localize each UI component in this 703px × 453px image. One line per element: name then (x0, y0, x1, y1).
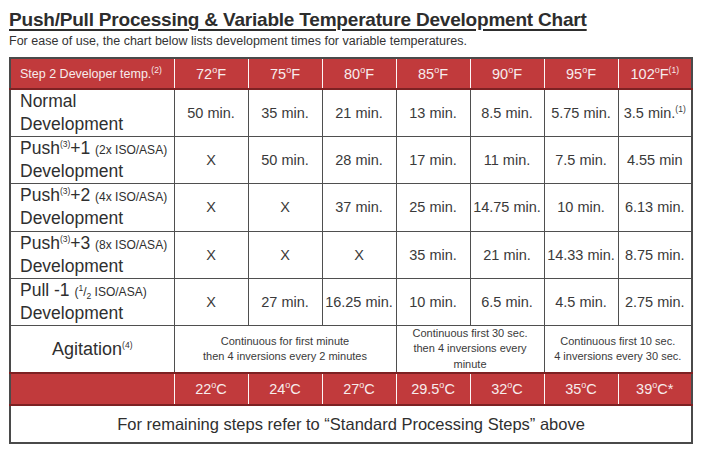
time-cell-normal-development-3: 13 min. (396, 89, 470, 137)
time-cell-push-plus-2-development-0: X (174, 184, 248, 231)
time-cell-push-plus-3-development-3: 35 min. (396, 231, 470, 278)
header-row: Step 2 Developer temp.(2)72oF75oF80oF85o… (10, 58, 692, 89)
agitation-row: Agitation(4)Continuous for first minutet… (10, 325, 692, 373)
celsius-cell-6: 39oC* (618, 373, 692, 405)
celsius-cell-2: 27oC (322, 373, 396, 405)
header-temp-f-1: 75oF (248, 58, 322, 89)
row-pull-minus-1-development: Pull -1 (1/2 ISO/ASA)DevelopmentX27 min.… (10, 278, 692, 325)
agitation-group-1: Continuous first 30 sec.then 4 inversion… (396, 325, 544, 373)
time-cell-push-plus-2-development-1: X (248, 184, 322, 231)
time-cell-push-plus-3-development-6: 8.75 min. (618, 231, 692, 278)
time-cell-pull-minus-1-development-4: 6.5 min. (470, 278, 544, 325)
header-temp-f-0: 72oF (174, 58, 248, 89)
development-chart-table: Step 2 Developer temp.(2)72oF75oF80oF85o… (9, 57, 693, 444)
celsius-empty-cell (10, 373, 174, 405)
header-developer-temp-label: Step 2 Developer temp.(2) (10, 58, 174, 89)
time-cell-pull-minus-1-development-2: 16.25 min. (322, 278, 396, 325)
celsius-cell-4: 32oC (470, 373, 544, 405)
time-cell-push-plus-3-development-4: 21 min. (470, 231, 544, 278)
celsius-row: 22oC24oC27oC29.5oC32oC35oC39oC* (10, 373, 692, 405)
time-cell-push-plus-3-development-2: X (322, 231, 396, 278)
celsius-cell-1: 24oC (248, 373, 322, 405)
row-push-plus-3-development: Push(3)+3 (8x ISO/ASA)DevelopmentXXX35 m… (10, 231, 692, 278)
time-cell-normal-development-4: 8.5 min. (470, 89, 544, 137)
page-title: Push/Pull Processing & Variable Temperat… (9, 9, 587, 31)
row-label-push-plus-3-development: Push(3)+3 (8x ISO/ASA)Development (10, 231, 174, 278)
time-cell-push-plus-2-development-5: 10 min. (544, 184, 618, 231)
row-normal-development: NormalDevelopment50 min.35 min.21 min.13… (10, 89, 692, 137)
row-label-push-plus-2-development: Push(3)+2 (4x ISO/ASA)Development (10, 184, 174, 231)
page-subtitle: For ease of use, the chart below lists d… (9, 34, 693, 48)
celsius-cell-0: 22oC (174, 373, 248, 405)
time-cell-push-plus-1-development-0: X (174, 137, 248, 184)
row-label-normal-development: NormalDevelopment (10, 89, 174, 137)
row-push-plus-2-development: Push(3)+2 (4x ISO/ASA)DevelopmentXX37 mi… (10, 184, 692, 231)
celsius-cell-5: 35oC (544, 373, 618, 405)
agitation-label: Agitation(4) (10, 325, 174, 373)
time-cell-pull-minus-1-development-6: 2.75 min. (618, 278, 692, 325)
time-cell-push-plus-2-development-6: 6.13 min. (618, 184, 692, 231)
time-cell-push-plus-1-development-4: 11 min. (470, 137, 544, 184)
time-cell-normal-development-6: 3.5 min.(1) (618, 89, 692, 137)
time-cell-push-plus-3-development-0: X (174, 231, 248, 278)
time-cell-push-plus-2-development-4: 14.75 min. (470, 184, 544, 231)
row-push-plus-1-development: Push(3)+1 (2x ISO/ASA)DevelopmentX50 min… (10, 137, 692, 184)
header-temp-f-6: 102oF(1) (618, 58, 692, 89)
row-label-pull-minus-1-development: Pull -1 (1/2 ISO/ASA)Development (10, 278, 174, 325)
agitation-group-2: Continuous first 10 sec.4 inversions eve… (544, 325, 692, 373)
document-page: Push/Pull Processing & Variable Temperat… (0, 0, 703, 444)
time-cell-normal-development-5: 5.75 min. (544, 89, 618, 137)
time-cell-normal-development-0: 50 min. (174, 89, 248, 137)
time-cell-push-plus-3-development-1: X (248, 231, 322, 278)
footer-note: For remaining steps refer to “Standard P… (10, 405, 692, 443)
time-cell-pull-minus-1-development-1: 27 min. (248, 278, 322, 325)
time-cell-push-plus-2-development-2: 37 min. (322, 184, 396, 231)
time-cell-push-plus-1-development-6: 4.55 min (618, 137, 692, 184)
header-temp-f-4: 90oF (470, 58, 544, 89)
time-cell-push-plus-1-development-5: 7.5 min. (544, 137, 618, 184)
footer-row: For remaining steps refer to “Standard P… (10, 405, 692, 443)
header-temp-f-3: 85oF (396, 58, 470, 89)
time-cell-pull-minus-1-development-0: X (174, 278, 248, 325)
time-cell-normal-development-1: 35 min. (248, 89, 322, 137)
celsius-cell-3: 29.5oC (396, 373, 470, 405)
time-cell-pull-minus-1-development-5: 4.5 min. (544, 278, 618, 325)
header-temp-f-2: 80oF (322, 58, 396, 89)
agitation-group-0: Continuous for first minutethen 4 invers… (174, 325, 396, 373)
row-label-push-plus-1-development: Push(3)+1 (2x ISO/ASA)Development (10, 137, 174, 184)
time-cell-push-plus-1-development-1: 50 min. (248, 137, 322, 184)
time-cell-pull-minus-1-development-3: 10 min. (396, 278, 470, 325)
time-cell-push-plus-1-development-3: 17 min. (396, 137, 470, 184)
time-cell-push-plus-2-development-3: 25 min. (396, 184, 470, 231)
time-cell-push-plus-1-development-2: 28 min. (322, 137, 396, 184)
time-cell-push-plus-3-development-5: 14.33 min. (544, 231, 618, 278)
time-cell-normal-development-2: 21 min. (322, 89, 396, 137)
header-temp-f-5: 95oF (544, 58, 618, 89)
